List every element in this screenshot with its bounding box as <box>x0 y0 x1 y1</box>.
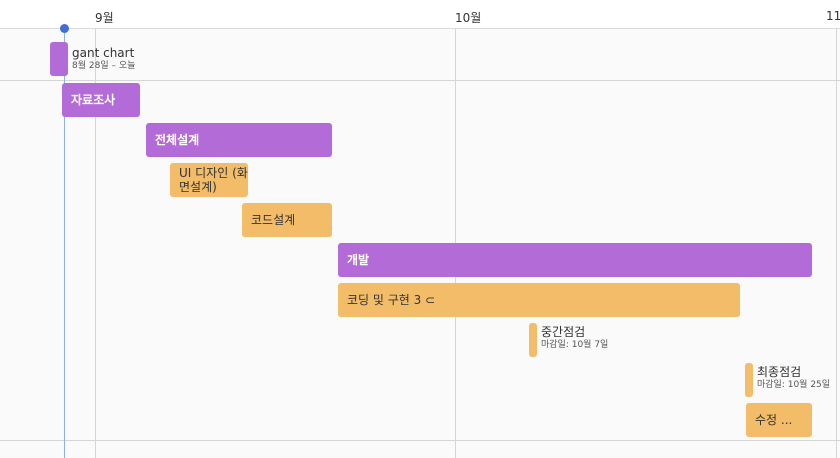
task-label: 개발 <box>347 253 370 267</box>
task-bar-overall-design[interactable]: 전체설계 <box>146 123 332 157</box>
month-label-september: 9월 <box>95 11 114 25</box>
month-label-october: 10월 <box>455 11 482 25</box>
task-bar-research[interactable]: 자료조사 <box>62 83 140 117</box>
task-label-group: 코딩 및 구현 3 ⊂ <box>347 293 435 307</box>
milestone-title: 중간점검 <box>541 325 586 339</box>
milestone-due-date: 마감일: 10월 25일 <box>757 380 831 390</box>
project-info: gant chart 8월 28일 – 오늘 <box>72 47 135 72</box>
month-label-november: 11 <box>826 9 840 23</box>
today-marker-dot[interactable] <box>60 24 69 33</box>
project-date-range: 8월 28일 – 오늘 <box>72 61 136 71</box>
milestone-due-date: 마감일: 10월 7일 <box>541 340 609 350</box>
link-icon: ⊂ <box>425 293 436 307</box>
task-bar-coding[interactable]: 코딩 및 구현 3 ⊂ <box>338 283 740 317</box>
milestone-info: 최종점검 마감일: 10월 25일 <box>757 366 830 391</box>
task-label: 자료조사 <box>71 93 116 107</box>
task-label: 전체설계 <box>155 133 200 147</box>
task-label: 코드설계 <box>251 213 296 227</box>
task-bar-code-design[interactable]: 코드설계 <box>242 203 332 237</box>
project-title: gant chart <box>72 46 135 60</box>
timeline-header: 9월 10월 11 <box>0 0 840 29</box>
task-label: 코딩 및 구현 3 <box>347 293 422 307</box>
today-marker-line <box>64 28 65 458</box>
task-bar-ui-design[interactable]: UI 디자인 (화면설계) <box>170 163 248 197</box>
milestone-bar-midpoint[interactable] <box>529 323 537 357</box>
task-label: 수정 ... <box>755 413 793 427</box>
milestone-info: 중간점검 마감일: 10월 7일 <box>541 326 608 351</box>
task-bar-development[interactable]: 개발 <box>338 243 812 277</box>
month-gridline <box>95 28 96 458</box>
task-bar-revision[interactable]: 수정 ... <box>746 403 812 437</box>
row-divider <box>0 440 840 441</box>
milestone-title: 최종점검 <box>757 365 802 379</box>
milestone-bar-final[interactable] <box>745 363 753 397</box>
task-label: UI 디자인 (화면설계) <box>179 166 248 194</box>
project-summary-bar[interactable] <box>50 42 68 76</box>
month-gridline <box>836 28 837 458</box>
row-divider <box>0 80 840 81</box>
